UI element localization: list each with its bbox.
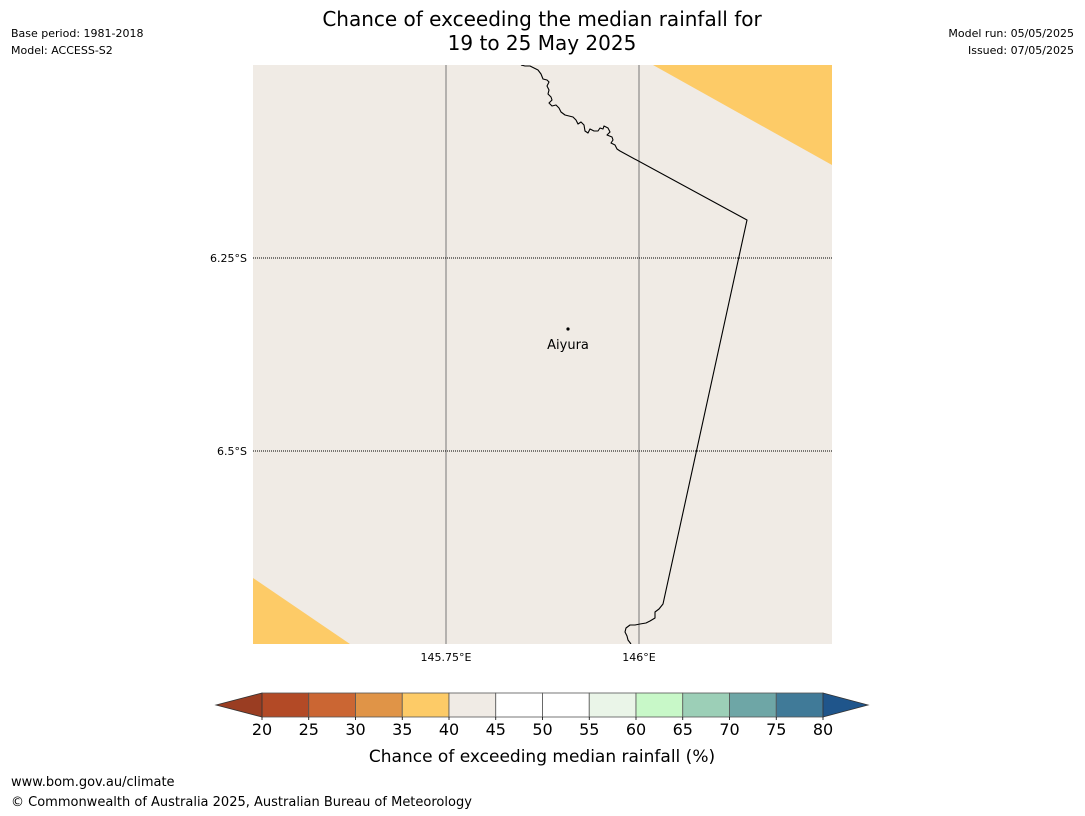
colorbar-segment-70-75 [729, 692, 777, 718]
colorbar-segment-35-40 [401, 692, 450, 718]
issued-text: Issued: 07/05/2025 [967, 44, 1074, 57]
town-marker-aiyura[interactable] [566, 327, 570, 331]
lat-label-6-25: 6.25°S [210, 252, 247, 265]
map-title: Chance of exceeding the median rainfall … [242, 7, 842, 55]
rainfall-patch-35-40-bottom-left [253, 578, 350, 644]
colorbar-tick-55: 55 [579, 720, 599, 739]
colorbar-ticks: 20 25 30 35 40 45 50 55 60 65 70 75 80 [252, 717, 833, 739]
colorbar-segment-25-30 [308, 692, 356, 718]
model-run-text: Model run: 05/05/2025 [948, 27, 1074, 40]
map-background-40-45 [253, 65, 832, 644]
colorbar-tick-45: 45 [486, 720, 506, 739]
province-border [520, 65, 748, 644]
colorbar-tick-30: 30 [345, 720, 365, 739]
footer-copyright: © Commonwealth of Australia 2025, Austra… [11, 795, 472, 810]
colorbar-under-arrow [214, 692, 263, 718]
metadata-left: Base period: 1981-2018 Model: ACCESS-S2 [11, 25, 143, 59]
colorbar-over-arrow [822, 692, 870, 718]
colorbar-tick-50: 50 [532, 720, 552, 739]
metadata-right: Model run: 05/05/2025 Issued: 07/05/2025 [948, 25, 1074, 59]
colorbar-segment-20-25 [261, 692, 310, 718]
colorbar-segment-45-50 [495, 692, 543, 718]
lon-label-146: 146°E [622, 651, 655, 664]
title-line-2: 19 to 25 May 2025 [447, 31, 637, 55]
colorbar-tick-65: 65 [673, 720, 693, 739]
map-panel[interactable]: Aiyura [253, 65, 832, 644]
title-line-1: Chance of exceeding the median rainfall … [322, 7, 762, 31]
colorbar-segment-60-65 [635, 692, 684, 718]
colorbar-segment-65-70 [682, 692, 730, 718]
colorbar-tick-40: 40 [439, 720, 459, 739]
colorbar-tick-25: 25 [299, 720, 319, 739]
colorbar-segment-55-60 [588, 692, 637, 718]
colorbar-tick-80: 80 [813, 720, 833, 739]
town-label-aiyura: Aiyura [547, 338, 589, 353]
colorbar-tick-60: 60 [626, 720, 646, 739]
footer-url: www.bom.gov.au/climate [11, 775, 175, 790]
colorbar-segment-75-80 [775, 692, 824, 718]
colorbar-segments [261, 692, 824, 718]
colorbar-tick-70: 70 [719, 720, 739, 739]
colorbar-tick-75: 75 [766, 720, 786, 739]
lon-label-145-75: 145.75°E [421, 651, 472, 664]
model-text: Model: ACCESS-S2 [11, 44, 113, 57]
colorbar-segment-30-35 [355, 692, 403, 718]
colorbar-segment-40-45 [448, 692, 497, 718]
colorbar-segment-50-55 [542, 692, 590, 718]
colorbar-title: Chance of exceeding median rainfall (%) [369, 747, 715, 767]
rainfall-patch-35-40-top-right [653, 65, 832, 165]
colorbar-tick-35: 35 [392, 720, 412, 739]
base-period-text: Base period: 1981-2018 [11, 27, 144, 40]
lat-label-6-5: 6.5°S [217, 445, 247, 458]
colorbar: 20 25 30 35 40 45 50 55 60 65 70 75 80 Chance of exc… [214, 692, 870, 767]
colorbar-tick-20: 20 [252, 720, 272, 739]
